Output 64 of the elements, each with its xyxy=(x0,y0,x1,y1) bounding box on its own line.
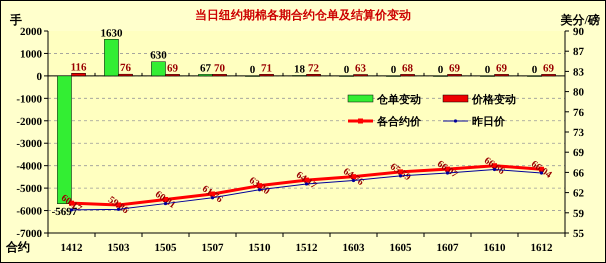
y2-tick-label: 69 xyxy=(573,147,584,160)
y2-tick-label: 59 xyxy=(573,208,584,220)
data-label: 630 xyxy=(150,50,168,62)
data-label: 69 xyxy=(496,62,508,74)
legend-label: 昨日价 xyxy=(472,115,506,128)
x-tick-label: 1412 xyxy=(60,242,83,254)
y2-axis-title: 美分/磅 xyxy=(560,13,600,27)
x-tick-label: 1505 xyxy=(154,242,177,254)
data-label: 60.81 xyxy=(152,188,178,211)
data-label: 63 xyxy=(355,62,367,74)
data-label: 116 xyxy=(70,61,87,74)
data-label: 72 xyxy=(308,62,320,74)
data-label: 68 xyxy=(402,62,414,74)
x-axis-title: 合约 xyxy=(5,240,30,254)
y2-tick-label: 90 xyxy=(573,26,584,38)
data-label: 67 xyxy=(200,62,212,74)
data-label: 0 xyxy=(484,64,491,76)
data-label: 0 xyxy=(250,64,256,76)
y2-tick-label: 87 xyxy=(573,46,584,58)
y2-tick-label: 73 xyxy=(573,127,584,139)
x-tick-label: 1507 xyxy=(202,242,224,254)
y2-tick-label: 66 xyxy=(573,167,584,180)
y-tick-label: -7000 xyxy=(16,228,42,240)
y2-tick-label: 80 xyxy=(573,86,584,99)
x-tick-label: 1612 xyxy=(530,242,553,254)
y2-tick-label: 55 xyxy=(573,228,584,240)
x-tick-label: 1503 xyxy=(108,242,130,254)
y-tick-label: -2000 xyxy=(16,116,42,128)
y-tick-label: 1000 xyxy=(20,48,42,60)
y-axis-title: 手 xyxy=(9,13,22,27)
y-tick-label: 2000 xyxy=(20,26,42,38)
x-tick-label: 1610 xyxy=(484,242,506,254)
x-tick-label: 1510 xyxy=(248,242,271,254)
data-label: 1630 xyxy=(100,27,123,40)
data-label: 64.76 xyxy=(340,166,366,188)
y-tick-label: -3000 xyxy=(16,138,42,150)
data-label: 69 xyxy=(449,62,461,74)
data-label: 0 xyxy=(390,64,397,76)
data-label: 69 xyxy=(543,62,555,74)
x-tick-label: 1603 xyxy=(342,242,365,254)
x-tick-label: 1607 xyxy=(436,242,459,254)
chart-title: 当日纽约期棉各期合约仓单及结算价变动 xyxy=(195,8,411,22)
y-tick-label: -5000 xyxy=(16,183,42,196)
data-label: 69 xyxy=(167,62,179,74)
y-tick-label: -4000 xyxy=(16,160,42,173)
y2-tick-label: 62 xyxy=(573,188,584,200)
data-label: 0 xyxy=(344,64,350,76)
data-label: 70 xyxy=(214,62,226,74)
legend-label: 各合约价 xyxy=(376,115,422,128)
x-tick-label: 1512 xyxy=(296,242,318,254)
legend-label: 仓单变动 xyxy=(376,93,421,106)
data-label: 0 xyxy=(438,64,444,76)
y-tick-label: -1000 xyxy=(16,93,42,106)
data-label: 76 xyxy=(120,62,132,74)
data-label: 18 xyxy=(294,63,306,76)
x-tick-label: 1605 xyxy=(390,242,412,254)
data-label: 66.04 xyxy=(528,158,554,181)
y2-tick-label: 76 xyxy=(573,106,584,119)
y2-tick-label: 83 xyxy=(573,66,584,78)
y-tick-label: -6000 xyxy=(16,206,42,218)
legend-label: 价格变动 xyxy=(471,93,516,106)
data-label: 71 xyxy=(261,62,272,74)
data-label: 0 xyxy=(532,64,538,76)
y-tick-label: 0 xyxy=(36,70,42,83)
